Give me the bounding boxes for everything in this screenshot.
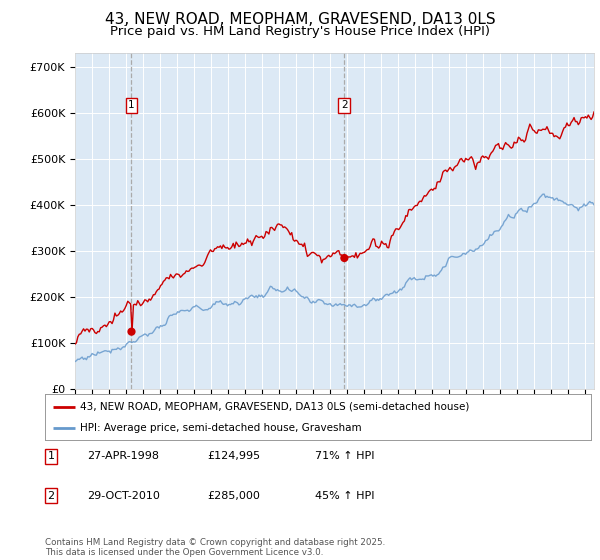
Text: 27-APR-1998: 27-APR-1998 [87,451,159,461]
Text: £285,000: £285,000 [207,491,260,501]
Text: 29-OCT-2010: 29-OCT-2010 [87,491,160,501]
Text: 45% ↑ HPI: 45% ↑ HPI [315,491,374,501]
Text: 2: 2 [47,491,55,501]
Text: HPI: Average price, semi-detached house, Gravesham: HPI: Average price, semi-detached house,… [80,423,362,433]
Text: Contains HM Land Registry data © Crown copyright and database right 2025.
This d: Contains HM Land Registry data © Crown c… [45,538,385,557]
Text: 43, NEW ROAD, MEOPHAM, GRAVESEND, DA13 0LS (semi-detached house): 43, NEW ROAD, MEOPHAM, GRAVESEND, DA13 0… [80,402,470,412]
Text: £124,995: £124,995 [207,451,260,461]
Text: Price paid vs. HM Land Registry's House Price Index (HPI): Price paid vs. HM Land Registry's House … [110,25,490,38]
Text: 43, NEW ROAD, MEOPHAM, GRAVESEND, DA13 0LS: 43, NEW ROAD, MEOPHAM, GRAVESEND, DA13 0… [104,12,496,27]
Text: 1: 1 [128,100,135,110]
Point [340,254,349,263]
Text: 1: 1 [47,451,55,461]
Text: 71% ↑ HPI: 71% ↑ HPI [315,451,374,461]
Text: 2: 2 [341,100,347,110]
Point [127,327,136,336]
